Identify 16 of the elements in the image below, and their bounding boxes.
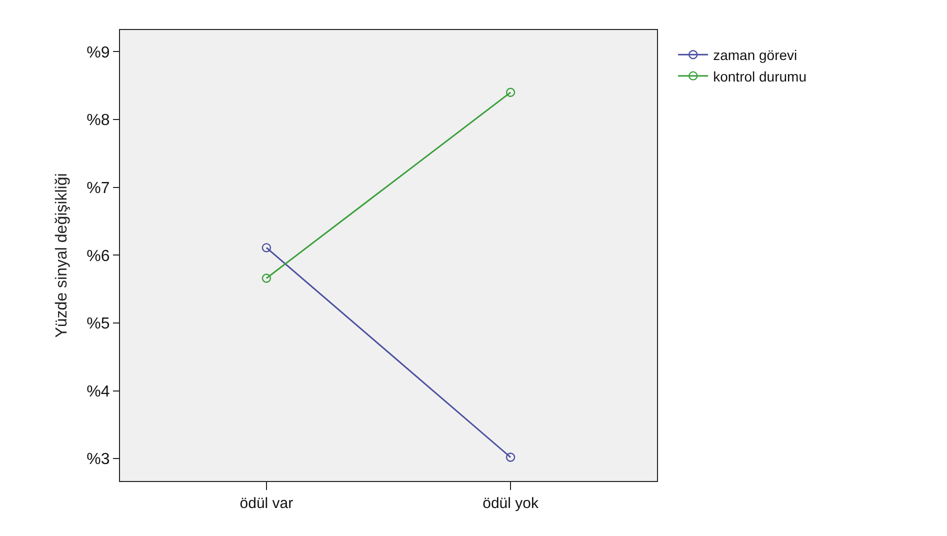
point bbox=[262, 274, 272, 283]
legend-label: zaman görevi bbox=[713, 47, 798, 64]
x-tick-label: ödül var bbox=[240, 495, 294, 512]
y-tick-label: %6 bbox=[86, 248, 110, 265]
point bbox=[506, 88, 516, 97]
y-tick-label: %7 bbox=[86, 180, 110, 197]
point bbox=[506, 452, 516, 462]
y-axis-title: Yüzde sinyal değişikliği bbox=[54, 173, 71, 338]
y-tick-label: %4 bbox=[86, 383, 110, 400]
y-tick-label: %3 bbox=[86, 451, 110, 468]
y-tick-label: %8 bbox=[86, 112, 110, 130]
legend-label: kontrol durumu bbox=[713, 68, 806, 84]
x-tick-label: ödül yok bbox=[482, 495, 539, 512]
point bbox=[262, 243, 272, 252]
y-tick-label: %5 bbox=[86, 316, 110, 333]
y-tick-label: %9 bbox=[86, 44, 110, 62]
